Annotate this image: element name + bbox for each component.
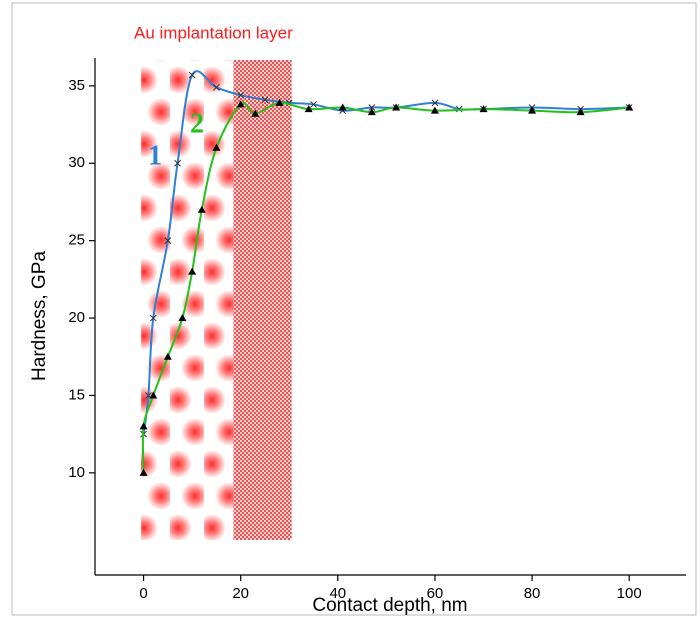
marker: [392, 103, 401, 111]
marker: [237, 91, 245, 99]
marker: [251, 109, 260, 117]
y-tick-label: 15: [68, 386, 85, 403]
marker: [212, 143, 221, 151]
marker: [261, 96, 269, 104]
marker: [625, 103, 634, 111]
marker: [174, 159, 181, 167]
marker: [430, 106, 439, 114]
y-tick-label: 30: [68, 154, 85, 171]
marker: [188, 267, 197, 275]
marker: [188, 71, 196, 79]
frame: [11, 2, 697, 616]
annotation: 1: [148, 140, 162, 171]
marker: [236, 100, 245, 108]
marker: [139, 422, 148, 430]
marker: [149, 314, 157, 322]
y-axis-label: Hardness, GPa: [29, 251, 50, 381]
x-axis-label: Contact depth, nm: [312, 595, 467, 616]
marker: [310, 101, 317, 108]
y-tick-label: 35: [68, 77, 85, 94]
marker: [576, 108, 585, 116]
y-tick-label: 20: [68, 309, 85, 326]
x-tick-label: 100: [617, 585, 642, 602]
x-tick-label: 0: [139, 585, 147, 602]
marker: [304, 105, 313, 113]
marker: [367, 108, 376, 116]
marker: [431, 99, 439, 107]
series-line: [141, 101, 630, 473]
shaded-region: [233, 60, 292, 540]
marker: [139, 468, 148, 476]
annotation: Au implantation layer: [134, 23, 293, 42]
marker: [149, 391, 158, 399]
marker: [368, 104, 376, 111]
marker: [197, 205, 206, 213]
marker: [479, 105, 488, 113]
annotation: 2: [190, 108, 204, 139]
marker: [275, 98, 284, 106]
y-tick-label: 10: [68, 464, 85, 481]
x-tick-label: 80: [524, 585, 541, 602]
x-tick-label: 40: [329, 585, 346, 602]
y-tick-label: 25: [68, 232, 85, 249]
marker: [163, 352, 172, 360]
marker: [213, 84, 220, 91]
marker: [528, 106, 537, 114]
marker: [178, 314, 187, 322]
marker: [164, 237, 172, 245]
x-tick-label: 20: [232, 585, 249, 602]
marker: [338, 103, 347, 111]
x-tick-label: 60: [427, 585, 444, 602]
